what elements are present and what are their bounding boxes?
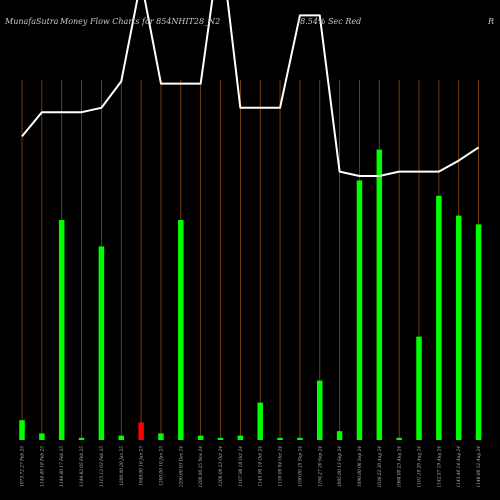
site-name: MunafaSutra (5, 17, 59, 26)
x-tick-label: 1150.00 04 Oct 24 (279, 446, 284, 487)
header-edge-text: R (488, 17, 495, 26)
x-tick-label: 1115.13 03 Feb 25 (100, 446, 105, 487)
volume-bar (39, 433, 45, 440)
volume-bar (58, 220, 65, 440)
volume-bar (277, 437, 283, 440)
x-tick-label: 1142.57 19 Aug 24 (437, 446, 442, 488)
vertical-grid-lines (21, 80, 479, 440)
x-tick-label: 1148.00 12 Aug 24 (477, 446, 482, 488)
volume-bar (376, 149, 383, 440)
x-axis-tick-labels: 1075.72 27 Feb 25 1144.49 18 Feb 25 1144.6… (21, 446, 483, 488)
volume-bar (237, 435, 244, 440)
x-tick-label: 1200.00 10 Jan 25 (159, 446, 164, 486)
x-tick-label: 1049.00 16 Jan 25 (140, 446, 145, 486)
volume-bar (336, 431, 343, 440)
x-tick-label: 1104.27 20 Sep 24 (318, 446, 323, 487)
volume-bar (396, 437, 402, 440)
volume-bar (118, 435, 124, 440)
x-tick-label: 1200.00 25 Nov 24 (199, 446, 204, 488)
x-tick-label: 1143.40 14 Aug 24 (457, 446, 462, 488)
x-tick-label: 1068.00 23 Aug 24 (398, 446, 403, 488)
x-tick-label: 1095.00 13 Sep 24 (338, 446, 343, 487)
x-tick-label: 1075.72 27 Feb 25 (21, 446, 26, 487)
x-tick-label: 1144.82 05 Feb 25 (80, 446, 85, 487)
x-tick-label: 1096.00 06 Sep 24 (358, 446, 363, 487)
volume-bar (475, 224, 482, 440)
volume-bars (19, 149, 482, 440)
price-line-series (21, 0, 480, 177)
x-tick-label: 1200.00 20 Jan 25 (120, 446, 125, 486)
price-line (21, 0, 480, 177)
chart-title: Money Flow Charts for 854NHIT28_N2 (60, 17, 221, 26)
volume-bar (317, 380, 323, 440)
volume-bar (257, 402, 263, 440)
volume-bar (78, 437, 85, 440)
chart-subtitle: (8.54% Sec Red (297, 17, 362, 26)
volume-bar (297, 437, 303, 440)
volume-bar (197, 435, 204, 440)
x-tick-label: 1200.00 03 Dec 24 (179, 446, 184, 487)
volume-bar (416, 336, 422, 440)
x-tick-label: 1107.98 18 Oct 24 (239, 446, 244, 487)
volume-bar (436, 195, 442, 440)
volume-bar (455, 215, 462, 440)
x-tick-label: 1100.00 25 Sep 24 (298, 446, 303, 487)
volume-bar (98, 246, 105, 440)
volume-bar (138, 422, 144, 440)
x-tick-label: 1144.49 18 Feb 25 (40, 446, 45, 487)
volume-bar (178, 220, 184, 440)
volume-bar (19, 420, 25, 440)
x-tick-label: 1144.60 17 Feb 25 (60, 446, 65, 487)
x-tick-label: 1036.52 30 Aug 24 (378, 446, 383, 488)
x-tick-label: 1200.00 23 Oct 24 (219, 446, 224, 487)
volume-bar (158, 433, 164, 440)
x-tick-label: 1145.00 14 Oct 24 (259, 446, 264, 487)
volume-bar (217, 437, 224, 440)
x-tick-label: 1101.10 20 Aug 24 (418, 446, 423, 488)
volume-bar (356, 180, 363, 440)
